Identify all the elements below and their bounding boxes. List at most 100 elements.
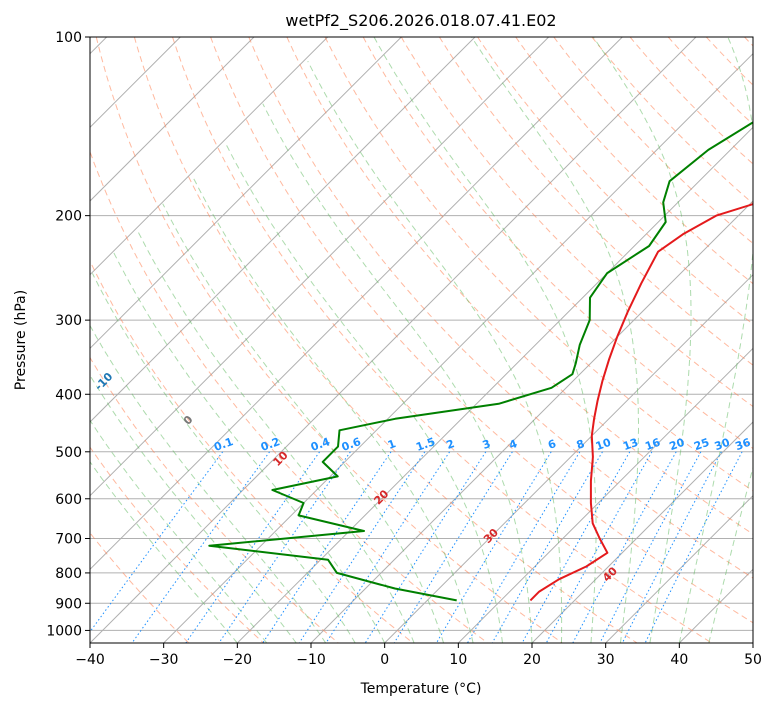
isotherm-line <box>90 37 697 643</box>
mixing-ratio-label: 0.2 <box>259 435 282 454</box>
mixing-ratio-label: 10 <box>594 436 613 454</box>
mixing-ratio-line <box>364 451 487 643</box>
mixing-ratio-line <box>521 451 631 643</box>
isotherm-line <box>457 347 753 643</box>
isotherm-line <box>310 200 753 643</box>
moist-adiabat-line <box>225 142 503 643</box>
dry-adiabat-line <box>477 37 753 325</box>
moist-adiabat-line <box>592 37 692 643</box>
mixing-ratio-line <box>298 451 426 643</box>
mixing-ratio-line <box>599 451 702 643</box>
y-tick-label: 1000 <box>46 623 82 639</box>
isotherm-line <box>163 52 753 643</box>
y-tick-label: 700 <box>55 532 82 548</box>
plot-frame <box>89 36 754 644</box>
mixing-ratio-label: 36 <box>734 436 753 454</box>
x-tick-label: 40 <box>670 652 688 668</box>
dry-adiabat-label: 40 <box>600 564 620 584</box>
mixing-ratio-label: 25 <box>692 436 711 453</box>
moist-adiabat-line <box>90 324 327 643</box>
moist-adiabat-line <box>90 461 238 643</box>
y-axis-title: Pressure (hPa) <box>13 290 29 390</box>
x-tick-label: −40 <box>75 652 105 668</box>
mixing-ratio-label: 1.5 <box>414 435 437 454</box>
mixing-ratio-line <box>262 451 392 643</box>
dewpoint-profile-line <box>208 121 753 602</box>
dry-adiabat-line <box>362 37 753 450</box>
y-tick-label: 200 <box>55 209 82 225</box>
y-axis: 100 200 300 400 500 600 700 800 900 1000 <box>46 30 90 639</box>
dry-adiabat-line <box>172 37 712 643</box>
isotherm-line <box>752 642 753 643</box>
mixing-ratio-label: 6 <box>546 437 558 452</box>
series-layer <box>208 121 753 602</box>
y-tick-label: 500 <box>55 445 82 461</box>
dry-adiabat-line <box>95 37 563 643</box>
x-tick-label: 10 <box>449 652 467 668</box>
moist-adiabat-line <box>162 203 445 643</box>
mixing-ratio-label: 16 <box>643 436 662 454</box>
mixing-ratio-label: 13 <box>621 436 640 453</box>
mixing-ratio-line <box>644 451 743 643</box>
y-tick-label: 100 <box>55 30 82 46</box>
y-tick-label: 800 <box>55 566 82 582</box>
dry-adiabat-line <box>90 150 488 643</box>
mixing-ratio-label: 2 <box>445 437 457 452</box>
mixing-ratio-label: 0.1 <box>212 435 235 454</box>
dry-adiabat-line <box>553 37 753 245</box>
x-tick-label: −10 <box>296 652 326 668</box>
dry-adiabat-line <box>667 37 753 126</box>
isotherm-line <box>90 37 550 497</box>
dry-adiabat-line <box>286 37 753 535</box>
dry-adiabat-line <box>438 37 753 366</box>
temperature-profile-line <box>529 203 753 602</box>
moist-adiabat-line <box>192 176 474 643</box>
dry-adiabat-line <box>400 37 753 408</box>
x-tick-label: −20 <box>223 652 253 668</box>
moist-adiabat-line <box>262 103 533 643</box>
mixing-ratio-line <box>185 451 321 643</box>
y-tick-label: 600 <box>55 492 82 508</box>
isotherm-line <box>90 37 402 350</box>
y-tick-label: 400 <box>55 387 82 403</box>
mixing-ratio-label: 3 <box>481 437 493 452</box>
mixing-ratio-line <box>218 451 351 643</box>
x-tick-label: −30 <box>149 652 179 668</box>
moist-adiabat-line <box>91 273 356 643</box>
moist-adiabat-line <box>373 37 597 643</box>
x-tick-label: 30 <box>597 652 615 668</box>
dry-adiabat-line <box>324 37 753 492</box>
isotherm-line <box>236 126 753 643</box>
moist-adiabat-line <box>90 419 268 643</box>
moist-adiabat-line <box>678 37 753 643</box>
isotherm-line <box>90 37 476 423</box>
dry-adiabat-line <box>133 37 638 643</box>
chart-title: wetPf2_S206.2026.018.07.41.E02 <box>285 11 556 31</box>
moist-adiabat-line <box>307 60 563 643</box>
dry-adiabat-line <box>90 260 414 643</box>
moist-adiabat-line <box>708 465 753 643</box>
mixing-ratio-label: 20 <box>668 436 687 454</box>
background-lines <box>90 37 753 643</box>
isotherm-line <box>90 37 329 276</box>
mixing-ratio-line <box>621 451 722 643</box>
dry-adiabat-label: -10 <box>92 370 115 393</box>
x-axis-title: Temperature (°C) <box>360 681 482 697</box>
x-tick-label: 50 <box>744 652 762 668</box>
dry-adiabat-line <box>90 356 339 643</box>
dry-adiabat-line <box>90 532 190 643</box>
dry-adiabat-label: 0 <box>181 413 196 428</box>
isotherm-line <box>531 421 753 643</box>
isotherm-line <box>90 37 623 571</box>
dry-adiabat-line <box>90 446 264 643</box>
dry-adiabat-line <box>591 37 753 205</box>
y-tick-label: 300 <box>55 313 82 329</box>
mixing-ratio-line <box>467 451 581 643</box>
mixing-ratio-line <box>325 451 451 643</box>
moist-adiabat-line <box>90 374 297 643</box>
moist-adiabat-line <box>471 37 639 643</box>
mixing-ratio-label: 8 <box>575 437 587 452</box>
mixing-ratio-line <box>545 451 653 643</box>
isotherm-line <box>90 37 255 202</box>
